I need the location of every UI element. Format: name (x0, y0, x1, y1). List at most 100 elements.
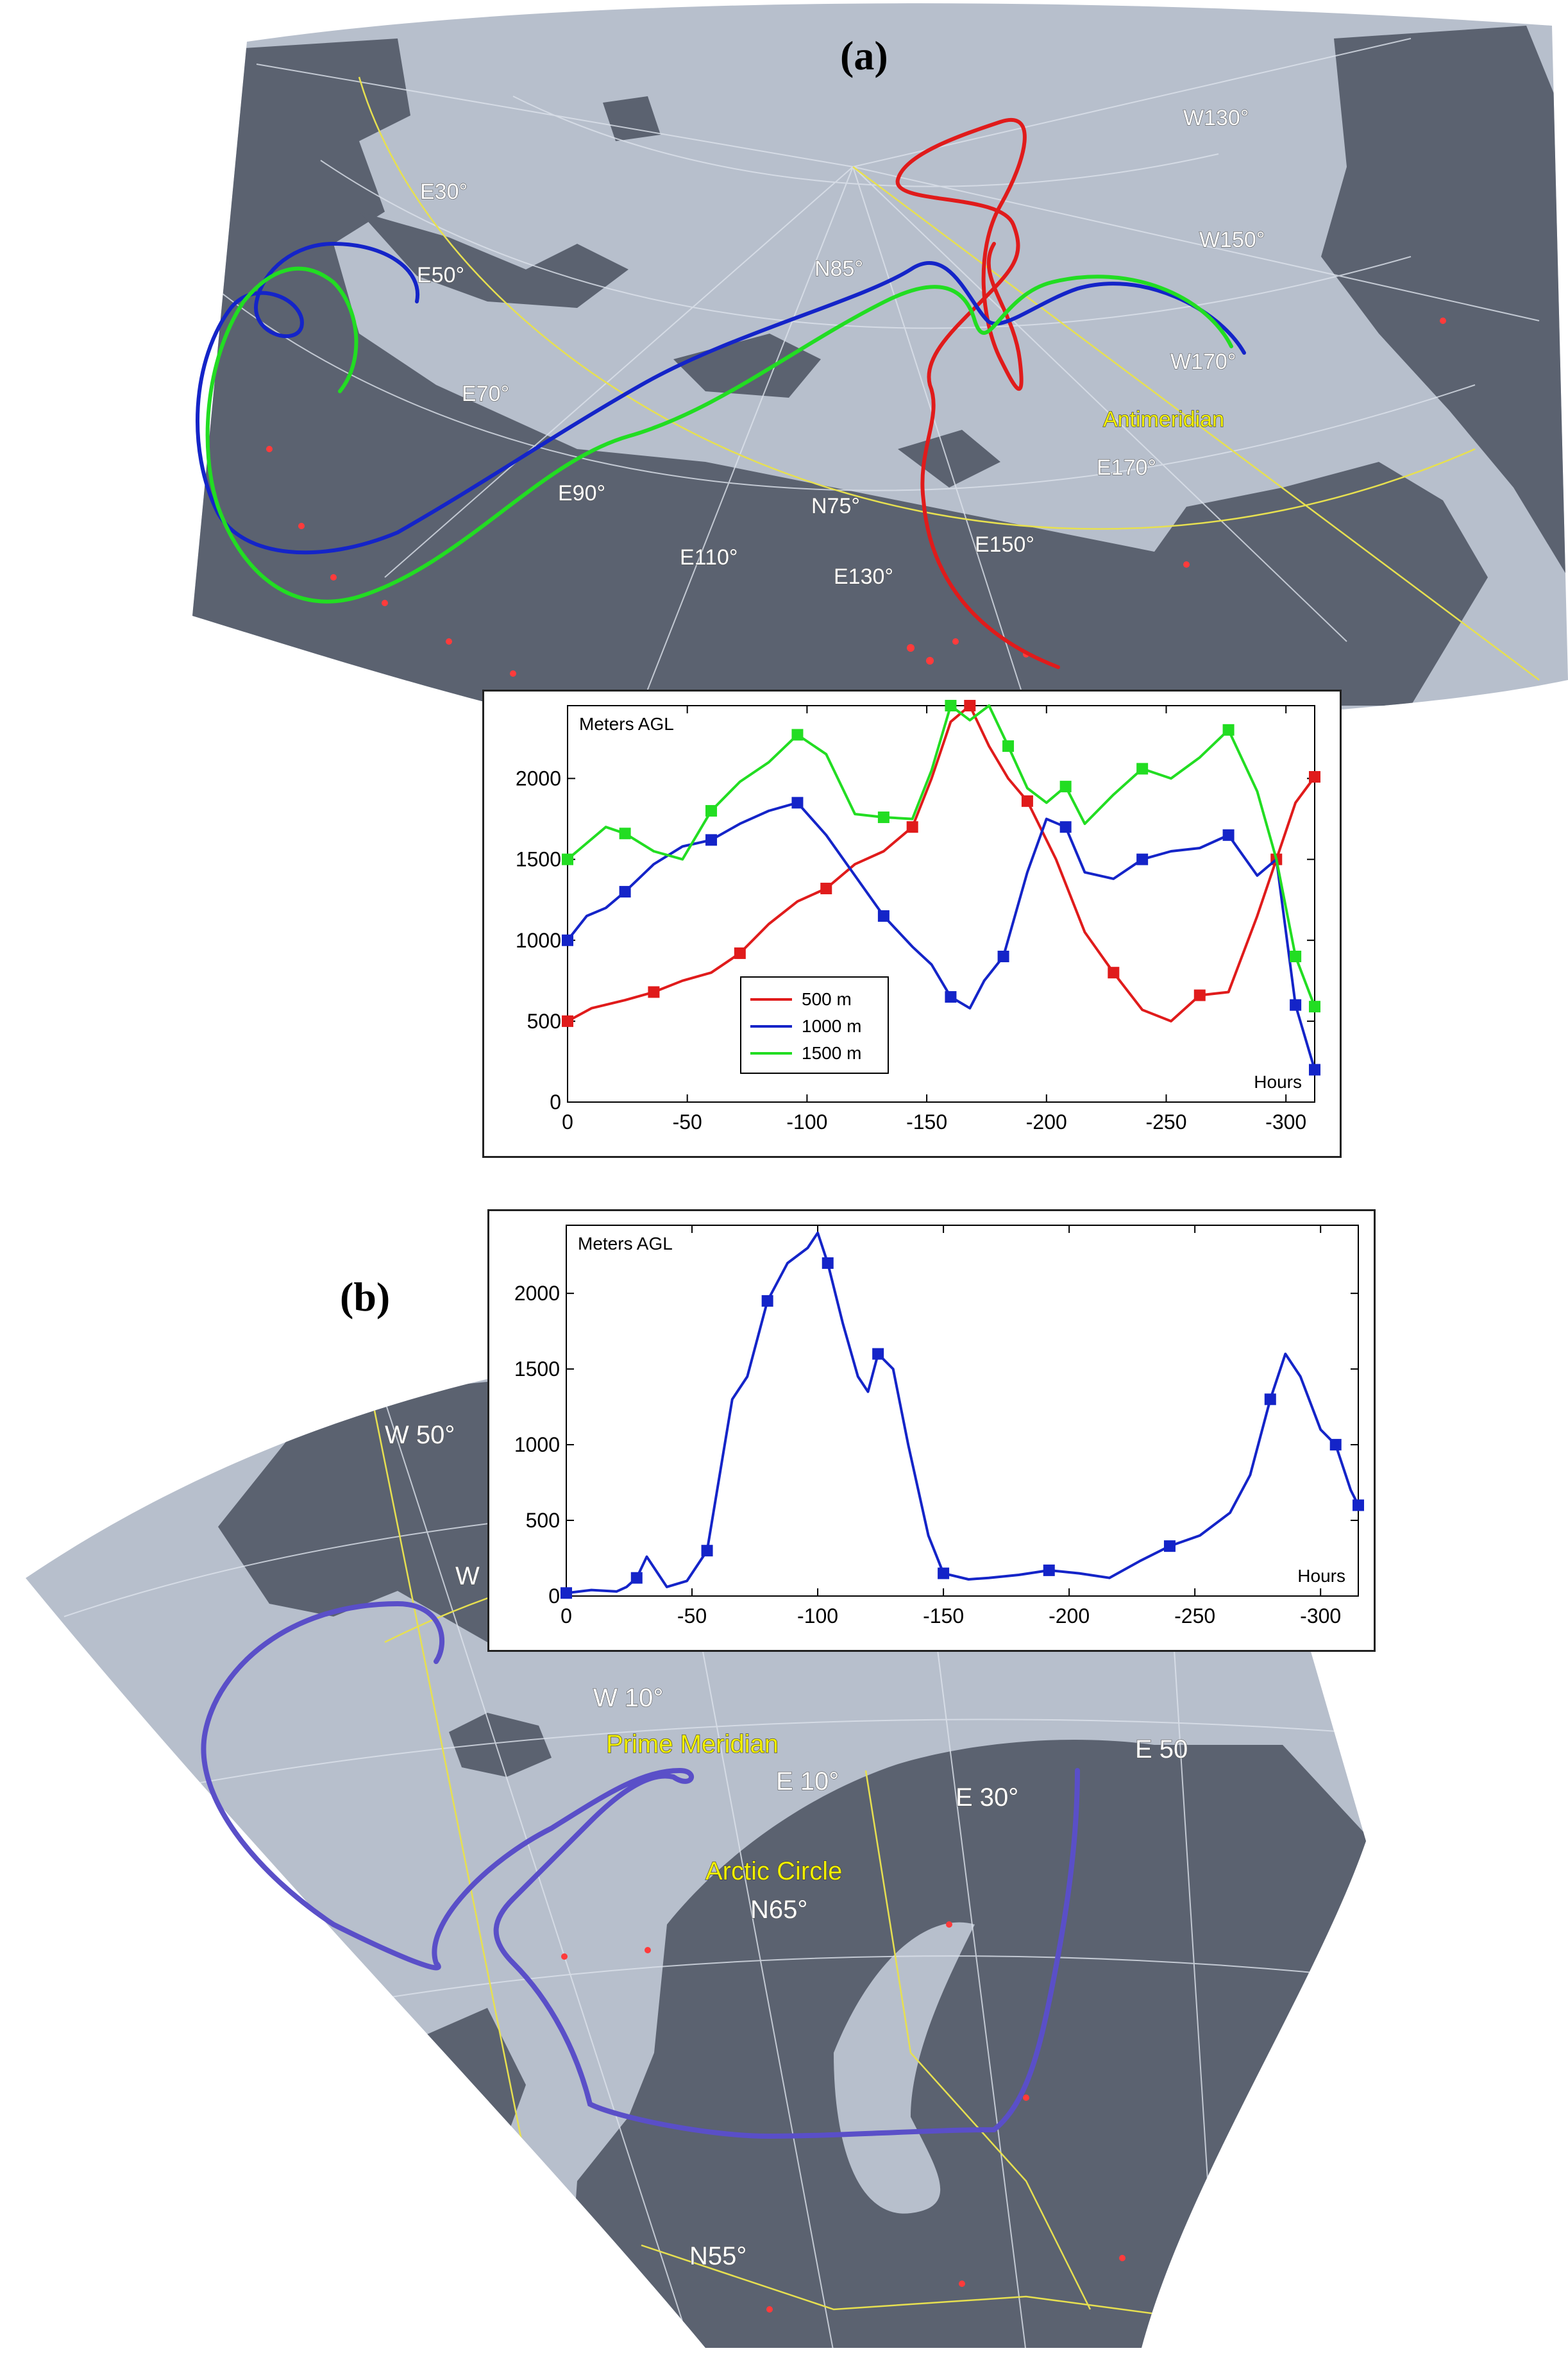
data-point (1021, 795, 1033, 807)
y-axis-label: Meters AGL (578, 1234, 673, 1253)
trajectory-b (201, 1601, 1080, 2139)
data-point (1193, 989, 1206, 1001)
trajectory-1000m (196, 241, 1246, 555)
data-point (705, 834, 718, 846)
data-point (1329, 1439, 1342, 1451)
series-line-2 (566, 704, 1316, 1007)
chart-b: 0 500 1000 1500 2000 0 -50 -100 -150 -200 -250 -300… (514, 1225, 1364, 1627)
station-dots-a (266, 318, 1446, 677)
label-w-partial: W (455, 1562, 480, 1590)
data-point (630, 1572, 643, 1584)
label-e90: E90° (558, 481, 605, 505)
y-tick-label: 0 (548, 1584, 560, 1608)
x-tick-label: -150 (906, 1110, 947, 1134)
data-point (619, 828, 631, 840)
data-point (1309, 1064, 1320, 1076)
data-point (1136, 763, 1149, 775)
data-point (1290, 999, 1302, 1011)
land-alaska-a (1321, 26, 1568, 577)
label-n55: N55° (689, 2242, 746, 2270)
data-point (906, 821, 918, 833)
data-point (877, 910, 889, 922)
graticule-a (192, 38, 1540, 706)
x-tick-label: -100 (786, 1110, 827, 1134)
x-tick-label: -300 (1300, 1604, 1341, 1627)
label-arctic-circle: Arctic Circle (705, 1857, 842, 1885)
map-a: E30° W130° E50° N85° W150° E70° W170° An… (192, 3, 1568, 757)
label-e170: E170° (1097, 455, 1156, 480)
y-tick-label: 0 (550, 1091, 561, 1114)
trajectory-500m (895, 117, 1060, 669)
label-w170: W170° (1170, 350, 1236, 374)
label-antimeridian: Antimeridian (1103, 407, 1224, 432)
data-point (791, 797, 804, 809)
land-islands-a (898, 430, 1000, 488)
data-point (964, 700, 976, 711)
chart-a: 0 500 1000 1500 2000 0 -50 -100 -150 -200 -250 -300… (516, 700, 1320, 1134)
data-point (945, 700, 957, 711)
data-point (1309, 770, 1320, 783)
label-n65: N65° (750, 1896, 807, 1924)
data-point (997, 950, 1009, 962)
label-w10: W 10° (593, 1684, 663, 1712)
data-point (1043, 1564, 1055, 1576)
land-svalbard-a (603, 96, 661, 141)
data-point (820, 883, 832, 895)
legend-label: 500 m (802, 989, 852, 1009)
trajectories-a (196, 117, 1246, 669)
y-tick-label: 500 (526, 1509, 560, 1532)
data-point (1163, 1540, 1176, 1552)
x-tick-label: -200 (1026, 1110, 1067, 1134)
data-point (562, 853, 573, 865)
label-e30: E 30° (956, 1783, 1018, 1812)
data-point (562, 934, 573, 946)
x-tick-label: -150 (923, 1604, 964, 1627)
land-novaya-a (359, 212, 628, 308)
y-tick-label: 1000 (516, 929, 561, 952)
series-line-0 (566, 1231, 1360, 1595)
panel-label-a: (a) (840, 33, 888, 78)
plot-frame (566, 1225, 1359, 1597)
y-tick-label: 1500 (514, 1357, 560, 1380)
data-point (1353, 1499, 1364, 1511)
data-point (938, 1567, 950, 1579)
x-tick-label: -250 (1145, 1110, 1186, 1134)
label-e110: E110° (680, 545, 738, 570)
data-point (1059, 821, 1072, 833)
label-w50: W 50° (385, 1421, 455, 1449)
label-w130: W130° (1183, 106, 1249, 130)
data-point (701, 1545, 713, 1557)
data-point (619, 886, 631, 898)
data-point (1309, 1001, 1320, 1013)
label-prime-meridian: Prime Meridian (606, 1730, 779, 1758)
data-point (734, 947, 746, 959)
trajectory-1500m (205, 266, 1233, 604)
y-tick-label: 500 (527, 1010, 561, 1033)
legend-label: 1500 m (802, 1043, 861, 1063)
y-axis-label: Meters AGL (579, 714, 674, 734)
baltic-sea-b (834, 1922, 975, 2214)
data-point (945, 991, 957, 1003)
chart-a-frame: 0 500 1000 1500 2000 0 -50 -100 -150 -200 -250 -300… (482, 690, 1342, 1158)
data-point (1059, 781, 1072, 793)
panel-label-b: (b) (340, 1274, 391, 1320)
y-tick-label: 1000 (514, 1433, 560, 1456)
x-tick-label: 0 (561, 1604, 572, 1627)
label-w150: W150° (1199, 228, 1265, 252)
x-axis-label: Hours (1254, 1072, 1302, 1092)
y-tick-label: 2000 (516, 767, 561, 790)
label-n85: N85° (814, 257, 863, 281)
data-point (877, 811, 889, 824)
land-europe-b (564, 1739, 1366, 2348)
data-point (872, 1348, 884, 1360)
label-e70: E70° (462, 382, 509, 406)
x-tick-label: -100 (797, 1604, 838, 1627)
data-point (1264, 1393, 1276, 1406)
data-point (1002, 740, 1015, 752)
label-e130: E130° (834, 565, 893, 589)
data-point (1222, 724, 1235, 736)
land-iceland-b (449, 1713, 552, 1777)
data-point (561, 1587, 572, 1599)
label-e50: E50° (417, 263, 464, 287)
y-tick-label: 2000 (514, 1282, 560, 1305)
